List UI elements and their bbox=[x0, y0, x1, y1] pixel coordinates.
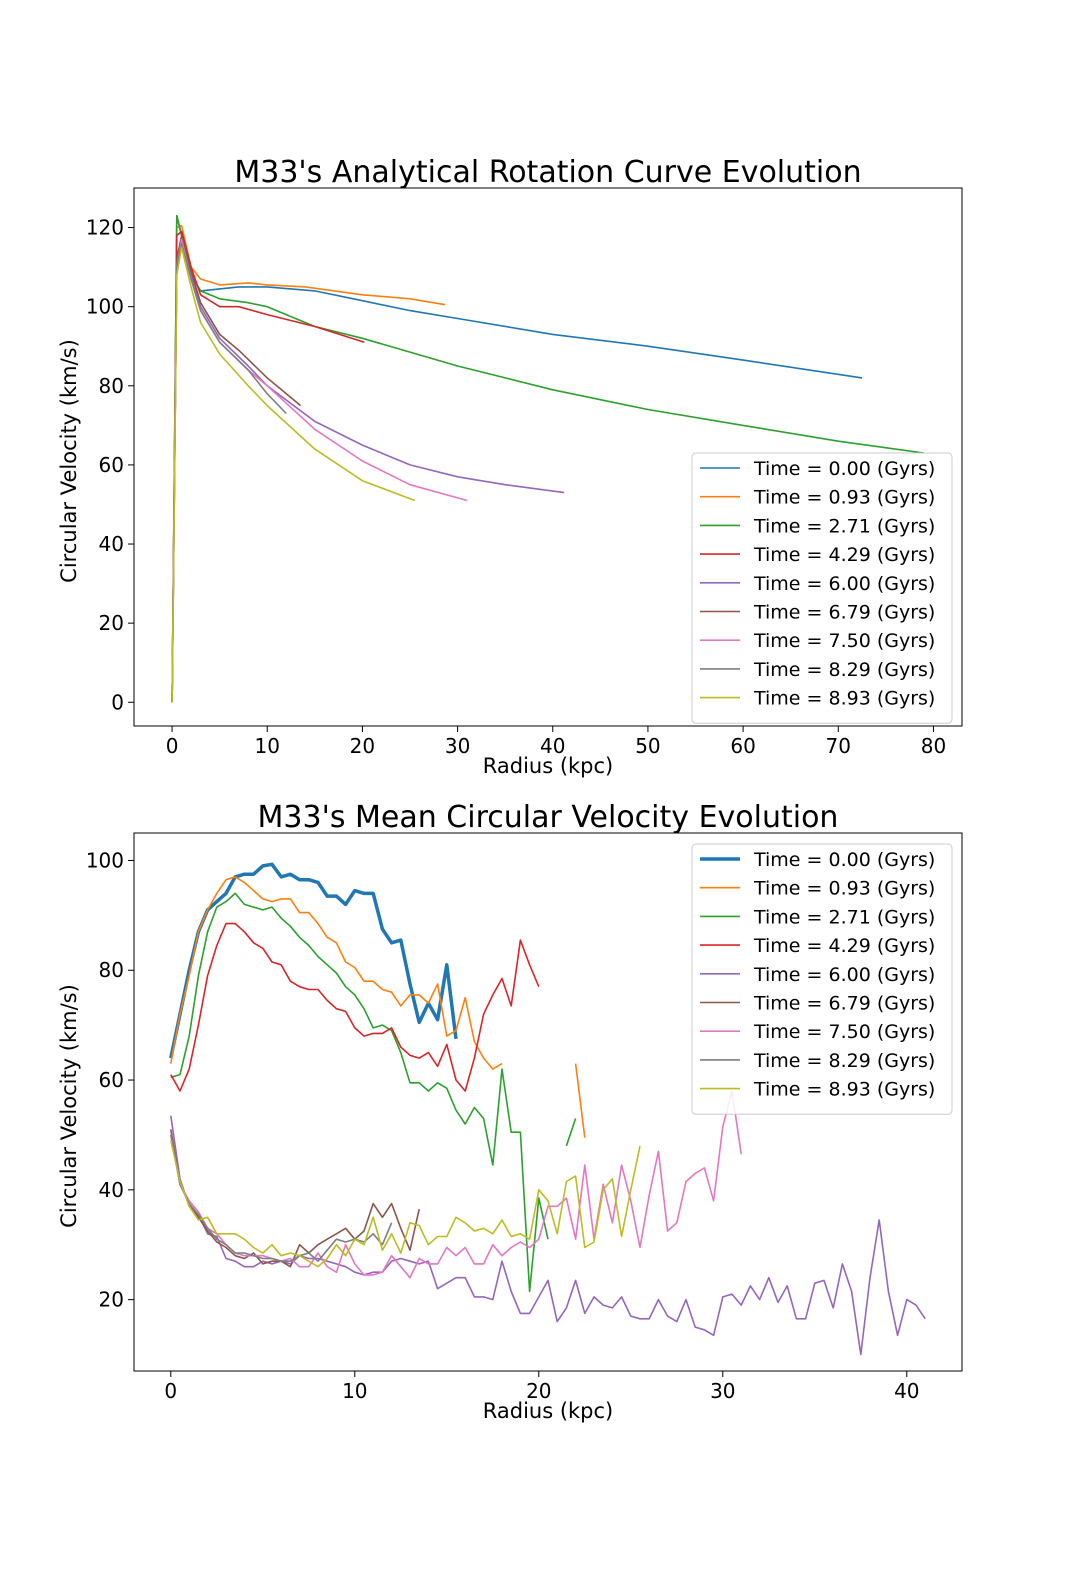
top-chart-legend: Time = 0.00 (Gyrs) Time = 0.93 (Gyrs) Time… bbox=[691, 452, 953, 724]
top-legend-label-7: Time = 8.29 (Gyrs) bbox=[753, 659, 935, 681]
top-chart-title: M33's Analytical Rotation Curve Evolutio… bbox=[234, 155, 861, 190]
bottom-series-line-0 bbox=[169, 862, 458, 1059]
top-series-line-1 bbox=[171, 224, 446, 703]
top-chart-series bbox=[171, 214, 925, 703]
top-legend-label-1: Time = 0.93 (Gyrs) bbox=[753, 487, 935, 509]
bottom-legend-label-8: Time = 8.93 (Gyrs) bbox=[753, 1079, 935, 1101]
bottom-series-line-1 bbox=[170, 876, 586, 1138]
bottom-legend-label-5: Time = 6.79 (Gyrs) bbox=[753, 993, 935, 1015]
bottom-x-tick-label-4: 40 bbox=[894, 1379, 919, 1403]
top-chart-frame bbox=[133, 187, 963, 727]
bottom-x-tick-label-2: 20 bbox=[526, 1379, 551, 1403]
bottom-legend-label-1: Time = 0.93 (Gyrs) bbox=[753, 878, 935, 900]
top-series-line-5 bbox=[171, 234, 302, 703]
top-chart-x-ticks: 0 10 20 30 40 50 60 70 80 bbox=[166, 726, 946, 758]
top-legend-label-3: Time = 4.29 (Gyrs) bbox=[753, 544, 935, 566]
top-y-tick-label-1: 20 bbox=[99, 611, 124, 635]
top-x-tick-label-1: 10 bbox=[255, 734, 280, 758]
bottom-series-line-8 bbox=[170, 1140, 641, 1268]
top-x-tick-label-5: 50 bbox=[635, 734, 660, 758]
bottom-chart-legend: Time = 0.00 (Gyrs) Time = 0.93 (Gyrs) Time… bbox=[691, 843, 953, 1115]
bottom-chart-y-ticks: 20 40 60 80 100 bbox=[86, 848, 134, 1312]
bottom-chart-x-ticks: 0 10 20 30 40 bbox=[164, 1371, 920, 1403]
top-legend-box bbox=[691, 452, 953, 724]
bottom-series-line-2 bbox=[170, 892, 577, 1293]
top-x-tick-label-2: 20 bbox=[350, 734, 375, 758]
top-y-tick-label-2: 40 bbox=[99, 532, 124, 556]
top-x-tick-label-3: 30 bbox=[445, 734, 470, 758]
top-legend-label-8: Time = 8.93 (Gyrs) bbox=[753, 688, 935, 710]
bottom-legend-label-7: Time = 8.29 (Gyrs) bbox=[753, 1050, 935, 1072]
top-x-tick-label-4: 40 bbox=[540, 734, 565, 758]
top-y-tick-label-6: 120 bbox=[86, 216, 124, 240]
bottom-legend-box bbox=[691, 843, 953, 1115]
bottom-chart-title: M33's Mean Circular Velocity Evolution bbox=[258, 800, 839, 835]
bottom-y-tick-label-4: 100 bbox=[86, 848, 124, 872]
bottom-x-tick-label-1: 10 bbox=[342, 1379, 367, 1403]
top-chart-y-ticks: 0 20 40 60 80 100 120 bbox=[86, 216, 134, 714]
bottom-series-line-3 bbox=[170, 922, 540, 1092]
bottom-legend-label-4: Time = 6.00 (Gyrs) bbox=[753, 964, 935, 986]
top-chart-x-label: Radius (kpc) bbox=[483, 754, 614, 778]
top-x-tick-label-6: 60 bbox=[730, 734, 755, 758]
bottom-chart-y-label: Circular Velocity (km/s) bbox=[57, 984, 81, 1228]
bottom-legend-label-3: Time = 4.29 (Gyrs) bbox=[753, 935, 935, 957]
bottom-x-tick-label-3: 30 bbox=[710, 1379, 735, 1403]
top-legend-label-4: Time = 6.00 (Gyrs) bbox=[753, 573, 935, 595]
bottom-legend-label-0: Time = 0.00 (Gyrs) bbox=[753, 849, 935, 871]
top-x-tick-label-7: 70 bbox=[826, 734, 851, 758]
top-y-tick-label-0: 0 bbox=[111, 690, 124, 714]
bottom-legend-label-2: Time = 2.71 (Gyrs) bbox=[753, 906, 935, 928]
bottom-chart-series bbox=[169, 862, 926, 1356]
bottom-series-line-5 bbox=[170, 1129, 420, 1268]
bottom-chart-x-label: Radius (kpc) bbox=[483, 1399, 614, 1423]
top-series-line-3 bbox=[171, 230, 365, 703]
top-legend-label-6: Time = 7.50 (Gyrs) bbox=[753, 630, 935, 652]
top-series-line-7 bbox=[171, 242, 287, 703]
top-y-tick-label-3: 60 bbox=[99, 453, 124, 477]
top-x-tick-label-0: 0 bbox=[166, 734, 179, 758]
bottom-y-tick-label-1: 40 bbox=[99, 1178, 124, 1202]
top-y-tick-label-4: 80 bbox=[99, 374, 124, 398]
top-chart-y-label: Circular Velocity (km/s) bbox=[57, 339, 81, 583]
bottom-y-tick-label-0: 20 bbox=[99, 1288, 124, 1312]
bottom-legend-label-6: Time = 7.50 (Gyrs) bbox=[753, 1021, 935, 1043]
top-legend-label-2: Time = 2.71 (Gyrs) bbox=[753, 515, 935, 537]
bottom-series-line-4 bbox=[170, 1115, 926, 1356]
top-series-line-8 bbox=[171, 246, 416, 703]
top-series-line-6 bbox=[171, 238, 468, 703]
top-y-tick-label-5: 100 bbox=[86, 295, 124, 319]
bottom-y-tick-label-2: 60 bbox=[99, 1068, 124, 1092]
top-legend-label-0: Time = 0.00 (Gyrs) bbox=[753, 458, 935, 480]
top-x-tick-label-8: 80 bbox=[921, 734, 946, 758]
bottom-chart: M33's Mean Circular Velocity Evolution 0… bbox=[57, 800, 963, 1423]
bottom-series-line-6 bbox=[170, 1090, 742, 1279]
bottom-y-tick-label-3: 80 bbox=[99, 958, 124, 982]
top-legend-label-5: Time = 6.79 (Gyrs) bbox=[753, 602, 935, 624]
bottom-x-tick-label-0: 0 bbox=[164, 1379, 177, 1403]
bottom-chart-frame bbox=[133, 832, 963, 1372]
top-chart: M33's Analytical Rotation Curve Evolutio… bbox=[57, 155, 963, 778]
top-series-line-4 bbox=[171, 238, 565, 703]
